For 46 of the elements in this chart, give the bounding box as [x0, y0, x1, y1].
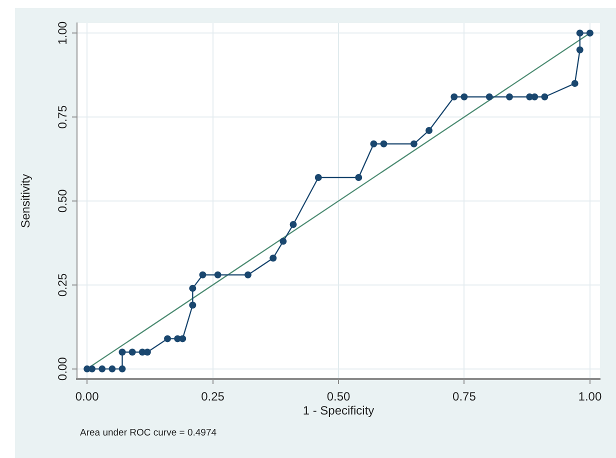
- point: [370, 140, 378, 148]
- point: [108, 365, 116, 372]
- point: [98, 365, 106, 372]
- point: [164, 335, 172, 342]
- point: [179, 335, 186, 342]
- y-tick-label: 0.50: [55, 189, 70, 213]
- point: [214, 271, 222, 278]
- point: [144, 348, 151, 356]
- point: [576, 30, 584, 37]
- point: [355, 174, 362, 181]
- point: [189, 284, 196, 292]
- y-tick-label: 0.75: [55, 105, 70, 129]
- text: Area under ROC curve = 0.4974: [80, 428, 217, 439]
- point: [410, 140, 418, 148]
- point: [380, 140, 388, 148]
- point: [541, 93, 548, 100]
- y-tick-label: 0.25: [55, 272, 70, 297]
- point: [128, 348, 136, 356]
- x-tick-label: 0.75: [452, 389, 476, 404]
- point: [244, 271, 252, 278]
- point: [118, 365, 126, 372]
- point: [290, 221, 297, 228]
- point: [531, 93, 538, 100]
- point: [460, 93, 468, 100]
- point: [280, 238, 287, 245]
- point: [486, 93, 493, 100]
- y-tick-label: 1.00: [55, 21, 70, 45]
- point: [426, 126, 433, 134]
- point: [118, 348, 126, 356]
- point: [314, 174, 322, 181]
- point: [270, 254, 277, 262]
- x-tick-label: 0.50: [326, 389, 350, 404]
- x-axis-title: 1 - Specificity: [302, 403, 374, 418]
- x-tick-label: 0.00: [75, 389, 100, 404]
- y-tick-label: 0.00: [55, 356, 70, 381]
- point: [576, 46, 584, 54]
- point: [506, 93, 513, 100]
- point: [586, 30, 594, 37]
- point: [88, 365, 96, 372]
- point: [571, 80, 578, 87]
- y-axis-title: Sensitivity: [18, 174, 32, 228]
- point: [199, 271, 206, 278]
- x-tick-label: 0.25: [201, 389, 225, 404]
- point: [450, 93, 458, 100]
- x-tick-label: 1.00: [578, 389, 602, 404]
- point: [189, 302, 196, 309]
